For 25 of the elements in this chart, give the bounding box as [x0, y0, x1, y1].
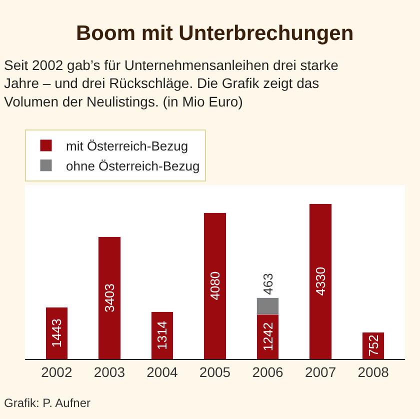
x-tick-label: 2002 — [41, 364, 72, 380]
data-label: 3403 — [102, 283, 117, 312]
data-label: 463 — [260, 273, 276, 295]
x-tick-label: 2003 — [94, 364, 126, 380]
data-label: 4330 — [313, 266, 328, 296]
x-tick-label: 2004 — [146, 364, 178, 380]
data-label: 1242 — [260, 322, 276, 352]
x-tick-label: 2007 — [304, 364, 336, 380]
legend-label: mit Österreich-Bezug — [66, 138, 188, 154]
x-tick-label: 2006 — [252, 364, 284, 380]
chart-subtitle: Seit 2002 gab’s für Unternehmensanleihen drei starke Jahre – und drei Rückschläge. Die Grafik zeigt das Volumen der Neulistings. (in Mio Euro) — [4, 57, 339, 110]
x-tick-label: 2008 — [358, 364, 390, 380]
data-label: 1443 — [49, 318, 64, 348]
data-label: 1314 — [154, 320, 170, 350]
x-tick-label: 2005 — [199, 364, 231, 380]
data-label: 4080 — [208, 271, 222, 300]
bar — [98, 236, 121, 359]
chart-title: Boom mit Unterbrechungen — [76, 22, 354, 45]
text: Grafik: P. Aufner — [4, 396, 90, 410]
bar — [45, 306, 68, 359]
legend-label: ohne Österreich-Bezug — [66, 158, 200, 174]
bar — [309, 203, 332, 359]
bar — [204, 212, 226, 359]
data-label: 752 — [366, 334, 381, 356]
bar — [150, 312, 174, 359]
